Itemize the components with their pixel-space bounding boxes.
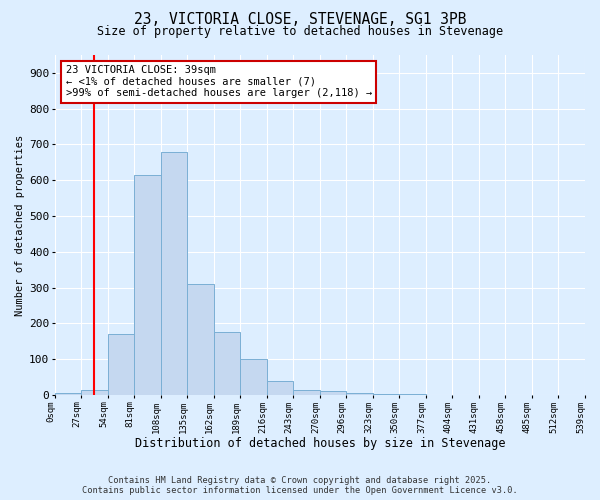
Bar (187, 284, 214, 395)
Bar (241, 359, 267, 395)
Bar (373, 394, 400, 395)
Bar (55, 393, 82, 395)
Text: 23 VICTORIA CLOSE: 39sqm
← <1% of detached houses are smaller (7)
>99% of semi-d: 23 VICTORIA CLOSE: 39sqm ← <1% of detach… (65, 65, 372, 98)
Y-axis label: Number of detached properties: Number of detached properties (15, 134, 25, 316)
Bar (346, 393, 373, 395)
Bar (134, 175, 161, 395)
X-axis label: Distribution of detached houses by size in Stevenage: Distribution of detached houses by size … (135, 437, 505, 450)
Text: Size of property relative to detached houses in Stevenage: Size of property relative to detached ho… (97, 25, 503, 38)
Bar (320, 392, 346, 395)
Bar (108, 334, 134, 395)
Text: Contains HM Land Registry data © Crown copyright and database right 2025.
Contai: Contains HM Land Registry data © Crown c… (82, 476, 518, 495)
Bar (161, 152, 187, 395)
Text: 23, VICTORIA CLOSE, STEVENAGE, SG1 3PB: 23, VICTORIA CLOSE, STEVENAGE, SG1 3PB (134, 12, 466, 28)
Bar (267, 380, 293, 395)
Bar (82, 390, 108, 395)
Bar (400, 394, 426, 395)
Bar (293, 390, 320, 395)
Bar (214, 332, 241, 395)
